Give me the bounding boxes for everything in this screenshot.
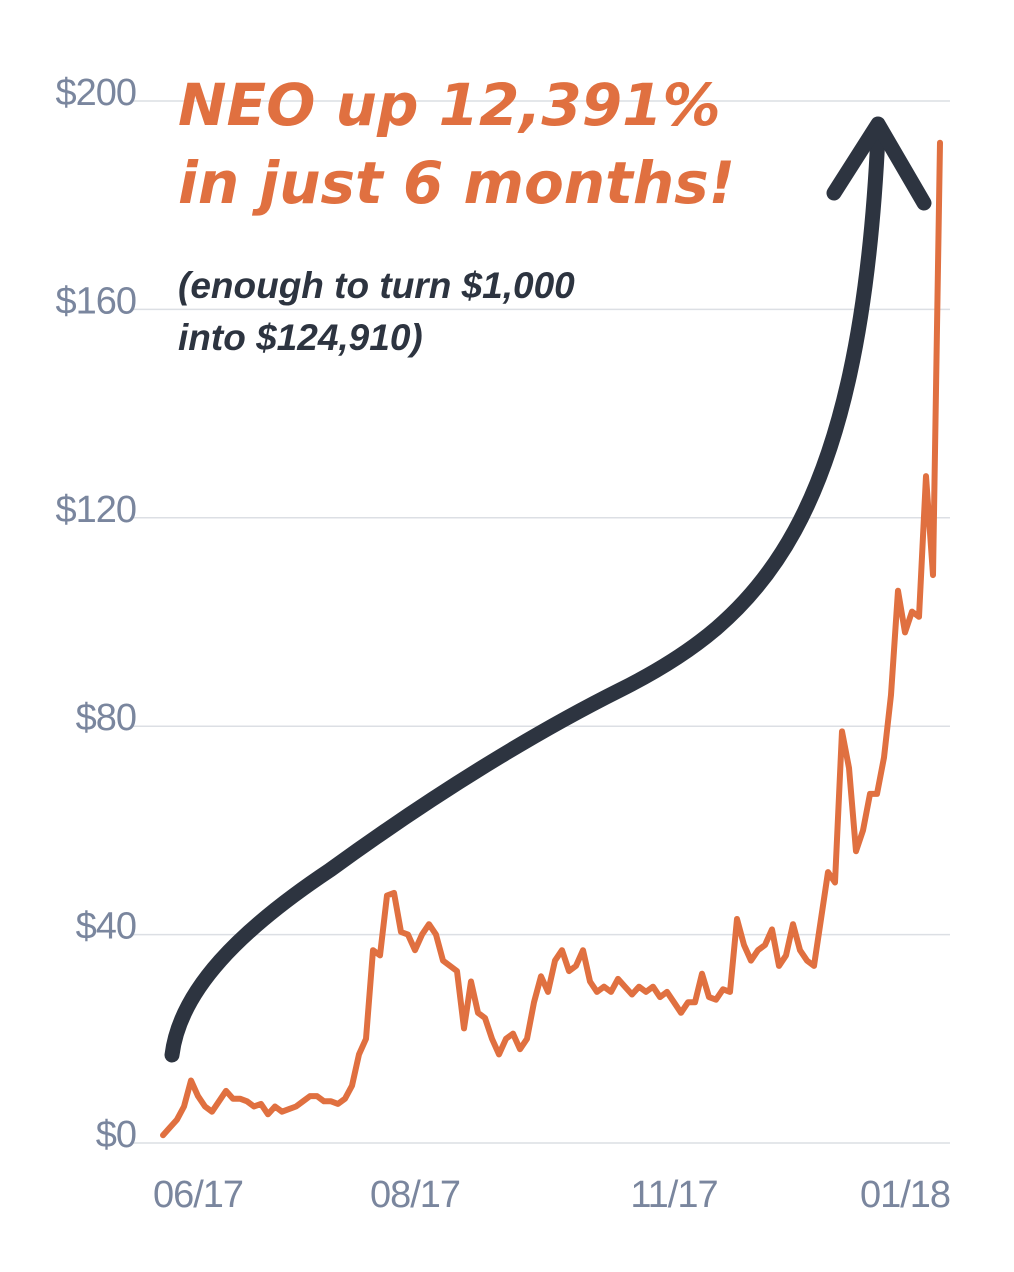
x-tick-label: 08/17 — [370, 1174, 460, 1216]
y-tick-label: $200 — [55, 72, 136, 114]
x-tick-label: 11/17 — [630, 1174, 717, 1216]
price-line — [160, 139, 943, 1139]
subtitle-line: into $124,910) — [178, 317, 423, 358]
y-tick-label: $80 — [76, 697, 136, 739]
y-tick-label: $160 — [55, 280, 136, 322]
x-tick-label: 01/18 — [860, 1174, 950, 1216]
y-tick-label: $0 — [96, 1114, 136, 1156]
y-tick-label: $40 — [76, 906, 136, 948]
arrow-head — [826, 116, 932, 211]
arrow — [164, 127, 886, 1063]
subtitle-line: (enough to turn $1,000 — [178, 265, 575, 306]
title-line: in just 6 months! — [178, 149, 735, 217]
y-tick-label: $120 — [55, 489, 136, 531]
x-tick-label: 06/17 — [153, 1174, 243, 1216]
title-line: NEO up 12,391% — [178, 71, 721, 139]
